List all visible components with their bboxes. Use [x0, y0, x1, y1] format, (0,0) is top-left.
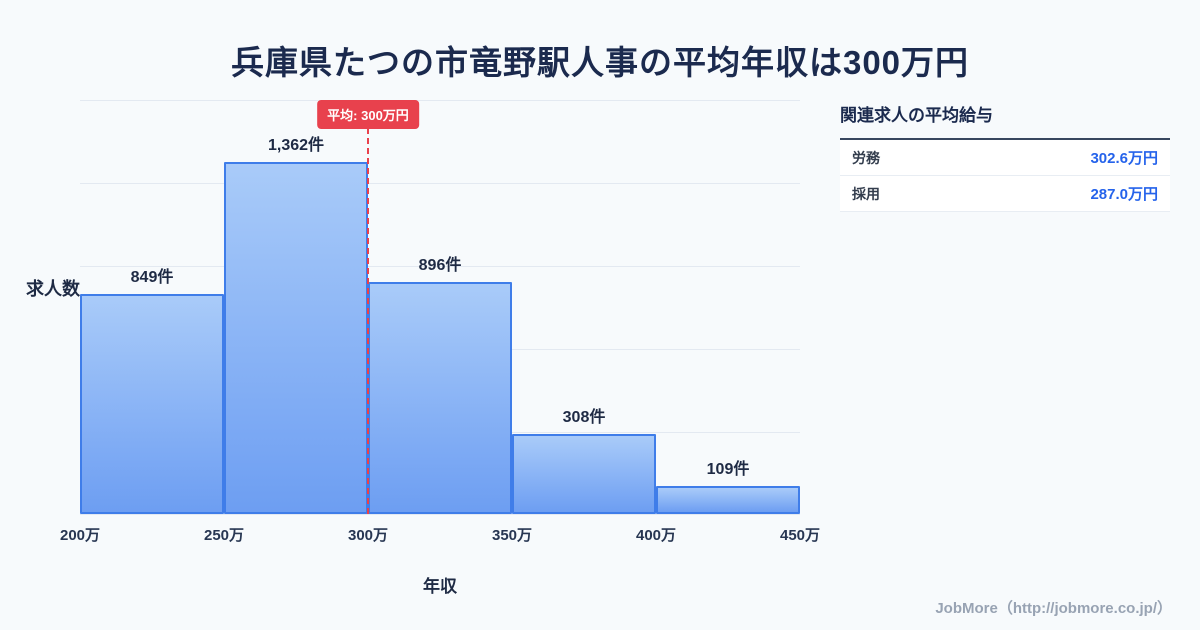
histogram-bar — [512, 434, 656, 514]
x-axis-tick: 400万 — [635, 527, 677, 544]
average-line — [367, 128, 369, 514]
related-job-row: 労務 302.6万円 — [840, 140, 1170, 176]
related-job-value: 287.0万円 — [1090, 186, 1158, 203]
footer-credit: JobMore（http://jobmore.co.jp/） — [935, 600, 1172, 617]
related-job-row: 採用 287.0万円 — [840, 176, 1170, 212]
x-axis-ticks: 200万 250万 300万 350万 400万 450万 — [60, 524, 820, 546]
related-jobs-heading: 関連求人の平均給与 — [840, 106, 993, 125]
x-axis-tick: 450万 — [779, 527, 821, 544]
x-axis-tick: 300万 — [347, 527, 389, 544]
histogram-bar — [224, 161, 368, 514]
average-badge: 平均: 300万円 — [317, 100, 419, 129]
related-job-label: 採用 — [852, 185, 880, 202]
histogram-bar — [368, 282, 512, 514]
related-jobs-table: 労務 302.6万円採用 287.0万円 — [840, 138, 1170, 212]
bar-value-label: 308件 — [562, 409, 606, 427]
bar-value-label: 896件 — [418, 257, 462, 275]
y-axis-label: 求人数 — [26, 279, 80, 299]
histogram-bar — [80, 294, 224, 514]
bar-value-label: 1,362件 — [267, 136, 325, 154]
bar-value-label: 849件 — [130, 269, 174, 287]
bar-value-label: 109件 — [706, 460, 750, 478]
histogram-bar — [656, 485, 800, 514]
salary-histogram-plot-area: 849件 1,362件 896件 308件 109件 平均: 300万円 — [80, 100, 800, 515]
page-title: 兵庫県たつの市竜野駅人事の平均年収は300万円 — [230, 44, 970, 81]
x-axis-tick: 350万 — [491, 527, 533, 544]
related-job-value: 302.6万円 — [1090, 150, 1158, 167]
related-job-label: 労務 — [852, 149, 880, 166]
x-axis-tick: 250万 — [203, 527, 245, 544]
x-axis-label: 年収 — [423, 577, 457, 596]
x-axis-tick: 200万 — [59, 527, 101, 544]
